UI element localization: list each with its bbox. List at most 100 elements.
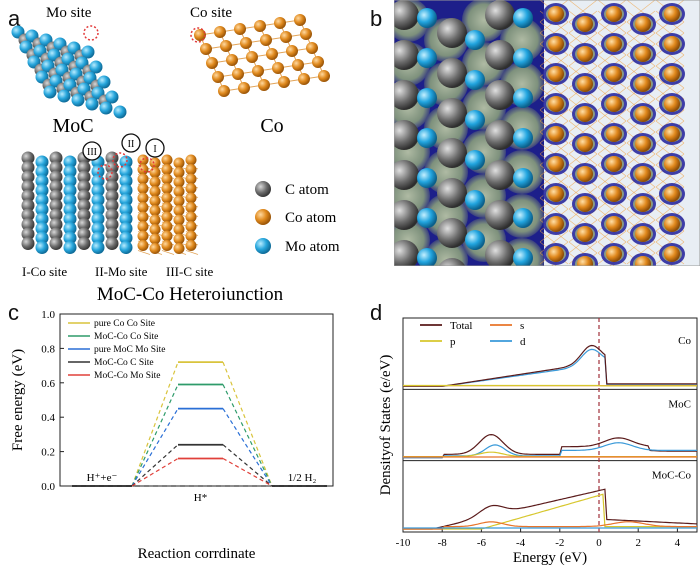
x-tick-label: -2: [555, 537, 564, 549]
co-atom: [272, 62, 284, 74]
co-atom: [252, 65, 264, 77]
co-atom: [161, 230, 173, 242]
co-atom: [173, 214, 185, 226]
c-atom: [21, 151, 35, 165]
energy-path-up: [131, 457, 179, 487]
co-atom: [161, 154, 173, 166]
energy-path-up: [131, 444, 179, 487]
mo-atom: [513, 248, 533, 266]
mo-atom: [35, 241, 49, 254]
co-atom: [220, 40, 232, 52]
c-atom: [77, 237, 91, 250]
co-atom: [280, 31, 292, 43]
site-caption-i: I-Co site: [22, 264, 67, 279]
mo-atom: [63, 193, 77, 207]
c-atom: [485, 80, 515, 110]
co-site-label: Co site: [190, 5, 232, 21]
mo-atom: [89, 60, 103, 74]
initial-state-label: H⁺+e⁻: [87, 472, 118, 484]
mo-atom: [119, 241, 133, 254]
c-atom: [105, 208, 119, 222]
legend-label: pure MoC Mo Site: [94, 345, 166, 355]
c-atom: [49, 180, 63, 193]
y-tick-label: 0.4: [41, 412, 55, 424]
co-atom: [664, 186, 680, 202]
mo-atom: [119, 222, 133, 235]
y-tick-label: 0.8: [41, 343, 55, 355]
c-atom: [394, 40, 419, 70]
co-atom: [185, 230, 197, 242]
co-atom: [606, 36, 622, 52]
c-atom: [21, 189, 35, 203]
mo-atom-legend-icon: [255, 238, 271, 254]
co-atom: [635, 46, 651, 62]
panel-c-letter: c: [8, 300, 19, 325]
mo-atom: [465, 230, 485, 250]
subplot-label: Co: [678, 335, 691, 347]
co-atom: [635, 76, 651, 92]
co-atom: [218, 85, 230, 97]
co-atom: [606, 156, 622, 172]
co-atom: [232, 68, 244, 80]
c-atom: [394, 80, 419, 110]
dos-curve: [403, 493, 697, 530]
co-atom: [200, 43, 212, 55]
mo-atom: [465, 70, 485, 90]
mo-atom: [35, 212, 49, 226]
co-atom: [137, 230, 149, 242]
mo-atom: [119, 174, 133, 188]
x-tick-label: -4: [516, 537, 526, 549]
co-atom: [161, 164, 173, 175]
panel-a-structures: III II I Mo site Co site MoC Co C atom C…: [11, 5, 340, 300]
legend-label: MoC-Co C Site: [94, 358, 154, 368]
c-atom: [21, 170, 35, 184]
c-atom: [437, 178, 467, 208]
co-atom: [149, 176, 161, 188]
co-atom: [185, 183, 197, 194]
co-atom: [212, 71, 224, 83]
c-atom: [485, 240, 515, 266]
c-atom: [485, 160, 515, 190]
mo-atom: [417, 88, 437, 108]
mo-atom: [91, 222, 105, 235]
mo-atom: [35, 165, 49, 178]
c-atom: [49, 237, 63, 250]
dos-curve: [403, 433, 697, 459]
co-atom: [306, 42, 318, 54]
subplot-label: MoC: [668, 398, 691, 410]
c-atom: [77, 170, 91, 184]
legend-co-atom: Co atom: [285, 210, 337, 226]
energy-path-up: [131, 361, 179, 487]
co-atom: [238, 82, 250, 94]
x-axis-label: Energy (eV): [513, 550, 587, 566]
co-atom: [635, 166, 651, 182]
mo-atom: [417, 8, 437, 28]
c-atom: [49, 161, 63, 174]
c-atom: [21, 161, 35, 174]
co-atom: [149, 157, 161, 169]
panel-b-charge-density-image: [394, 0, 700, 266]
dos-curve: [403, 521, 697, 530]
co-atom: [173, 167, 185, 178]
co-atom: [246, 51, 258, 63]
co-atom: [258, 79, 270, 91]
mo-atom: [513, 48, 533, 68]
co-atom: [292, 59, 304, 71]
heterojunction-structure: [21, 151, 199, 255]
legend-label: d: [520, 336, 526, 348]
x-tick-label: 4: [675, 537, 681, 549]
panel-c-free-energy-chart: 0.0 0.2 0.4 0.6 0.8 1.0 Free energy (eV) Reacti…: [10, 309, 334, 562]
co-atom: [577, 166, 593, 182]
hetero-site-i-highlight: [139, 157, 155, 173]
c-atom: [77, 227, 91, 241]
mo-atom: [63, 231, 77, 245]
c-atom: [77, 161, 91, 174]
co-atom: [173, 176, 185, 188]
co-atom: [173, 186, 185, 197]
mo-atom: [513, 168, 533, 188]
x-tick-label: 0: [596, 537, 602, 549]
co-atom: [664, 246, 680, 262]
mo-atom: [57, 89, 71, 103]
co-atom: [606, 96, 622, 112]
mo-atom: [35, 155, 49, 169]
